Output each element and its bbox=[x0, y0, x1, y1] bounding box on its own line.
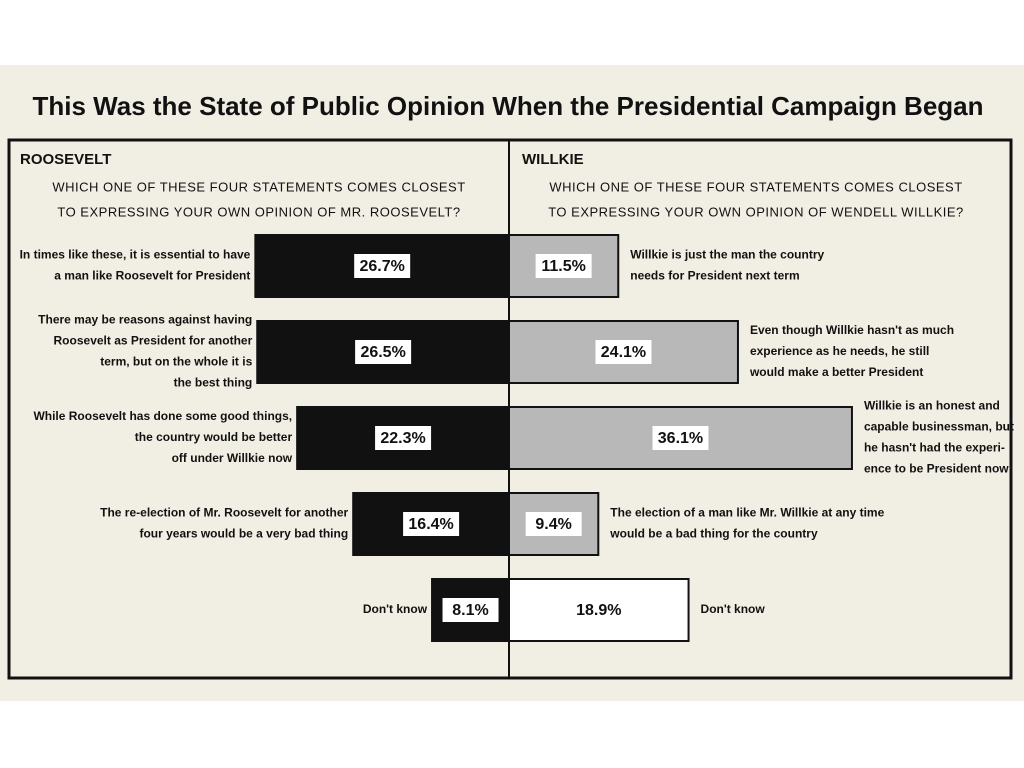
category-label: he hasn't had the experi- bbox=[864, 441, 1005, 455]
panel-question: WHICH ONE OF THESE FOUR STATEMENTS COMES… bbox=[52, 179, 465, 194]
category-label: off under Willkie now bbox=[172, 451, 293, 465]
chart-title: This Was the State of Public Opinion Whe… bbox=[32, 91, 983, 121]
category-label: Willkie is an honest and bbox=[864, 399, 1000, 413]
value-label-box bbox=[354, 254, 411, 278]
category-label: the best thing bbox=[174, 376, 253, 390]
value-label-box bbox=[595, 340, 652, 364]
category-label: Don't know bbox=[363, 602, 428, 616]
category-label: The election of a man like Mr. Willkie a… bbox=[610, 506, 884, 520]
category-label: Roosevelt as President for another bbox=[54, 334, 253, 348]
value-label: 26.5% bbox=[360, 344, 405, 361]
bar bbox=[508, 578, 690, 642]
value-label: 8.1% bbox=[452, 602, 488, 619]
value-label: 16.4% bbox=[408, 516, 453, 533]
category-label: term, but on the whole it is bbox=[100, 355, 252, 369]
value-label-box bbox=[375, 426, 432, 450]
category-label: There may be reasons against having bbox=[38, 313, 252, 327]
value-label-box bbox=[442, 598, 499, 622]
category-label: experience as he needs, he still bbox=[750, 344, 929, 358]
category-label: the country would be better bbox=[135, 430, 293, 444]
category-label: ence to be President now bbox=[864, 462, 1009, 476]
category-label: The re-election of Mr. Roosevelt for ano… bbox=[100, 506, 348, 520]
category-label: a man like Roosevelt for President bbox=[54, 269, 250, 283]
category-label: In times like these, it is essential to … bbox=[20, 248, 251, 262]
value-label: 24.1% bbox=[601, 344, 646, 361]
panel-question: TO EXPRESSING YOUR OWN OPINION OF WENDEL… bbox=[548, 204, 964, 219]
category-label: would make a better President bbox=[749, 365, 923, 379]
value-label-box bbox=[355, 340, 412, 364]
value-label: 18.9% bbox=[576, 602, 621, 619]
value-label: 22.3% bbox=[380, 430, 425, 447]
panel-question: TO EXPRESSING YOUR OWN OPINION OF MR. RO… bbox=[57, 204, 460, 219]
category-label: Don't know bbox=[701, 602, 766, 616]
value-label: 9.4% bbox=[535, 516, 571, 533]
value-label: 36.1% bbox=[658, 430, 703, 447]
category-label: Willkie is just the man the country bbox=[630, 248, 824, 262]
value-label-box bbox=[403, 512, 460, 536]
panel-title: WILLKIE bbox=[522, 151, 584, 168]
category-label: four years would be a very bad thing bbox=[139, 527, 348, 541]
panel-question: WHICH ONE OF THESE FOUR STATEMENTS COMES… bbox=[549, 179, 962, 194]
value-label: 11.5% bbox=[541, 258, 585, 275]
value-label-box bbox=[535, 254, 592, 278]
category-label: Even though Willkie hasn't as much bbox=[750, 323, 954, 337]
value-label-box bbox=[525, 512, 582, 536]
value-label-box bbox=[652, 426, 709, 450]
category-label: needs for President next term bbox=[630, 269, 799, 283]
value-label: 26.7% bbox=[359, 258, 404, 275]
category-label: capable businessman, but bbox=[864, 420, 1014, 434]
category-label: would be a bad thing for the country bbox=[609, 527, 818, 541]
bar bbox=[256, 320, 510, 384]
panel-title: ROOSEVELT bbox=[20, 151, 111, 168]
category-label: While Roosevelt has done some good thing… bbox=[33, 409, 292, 423]
